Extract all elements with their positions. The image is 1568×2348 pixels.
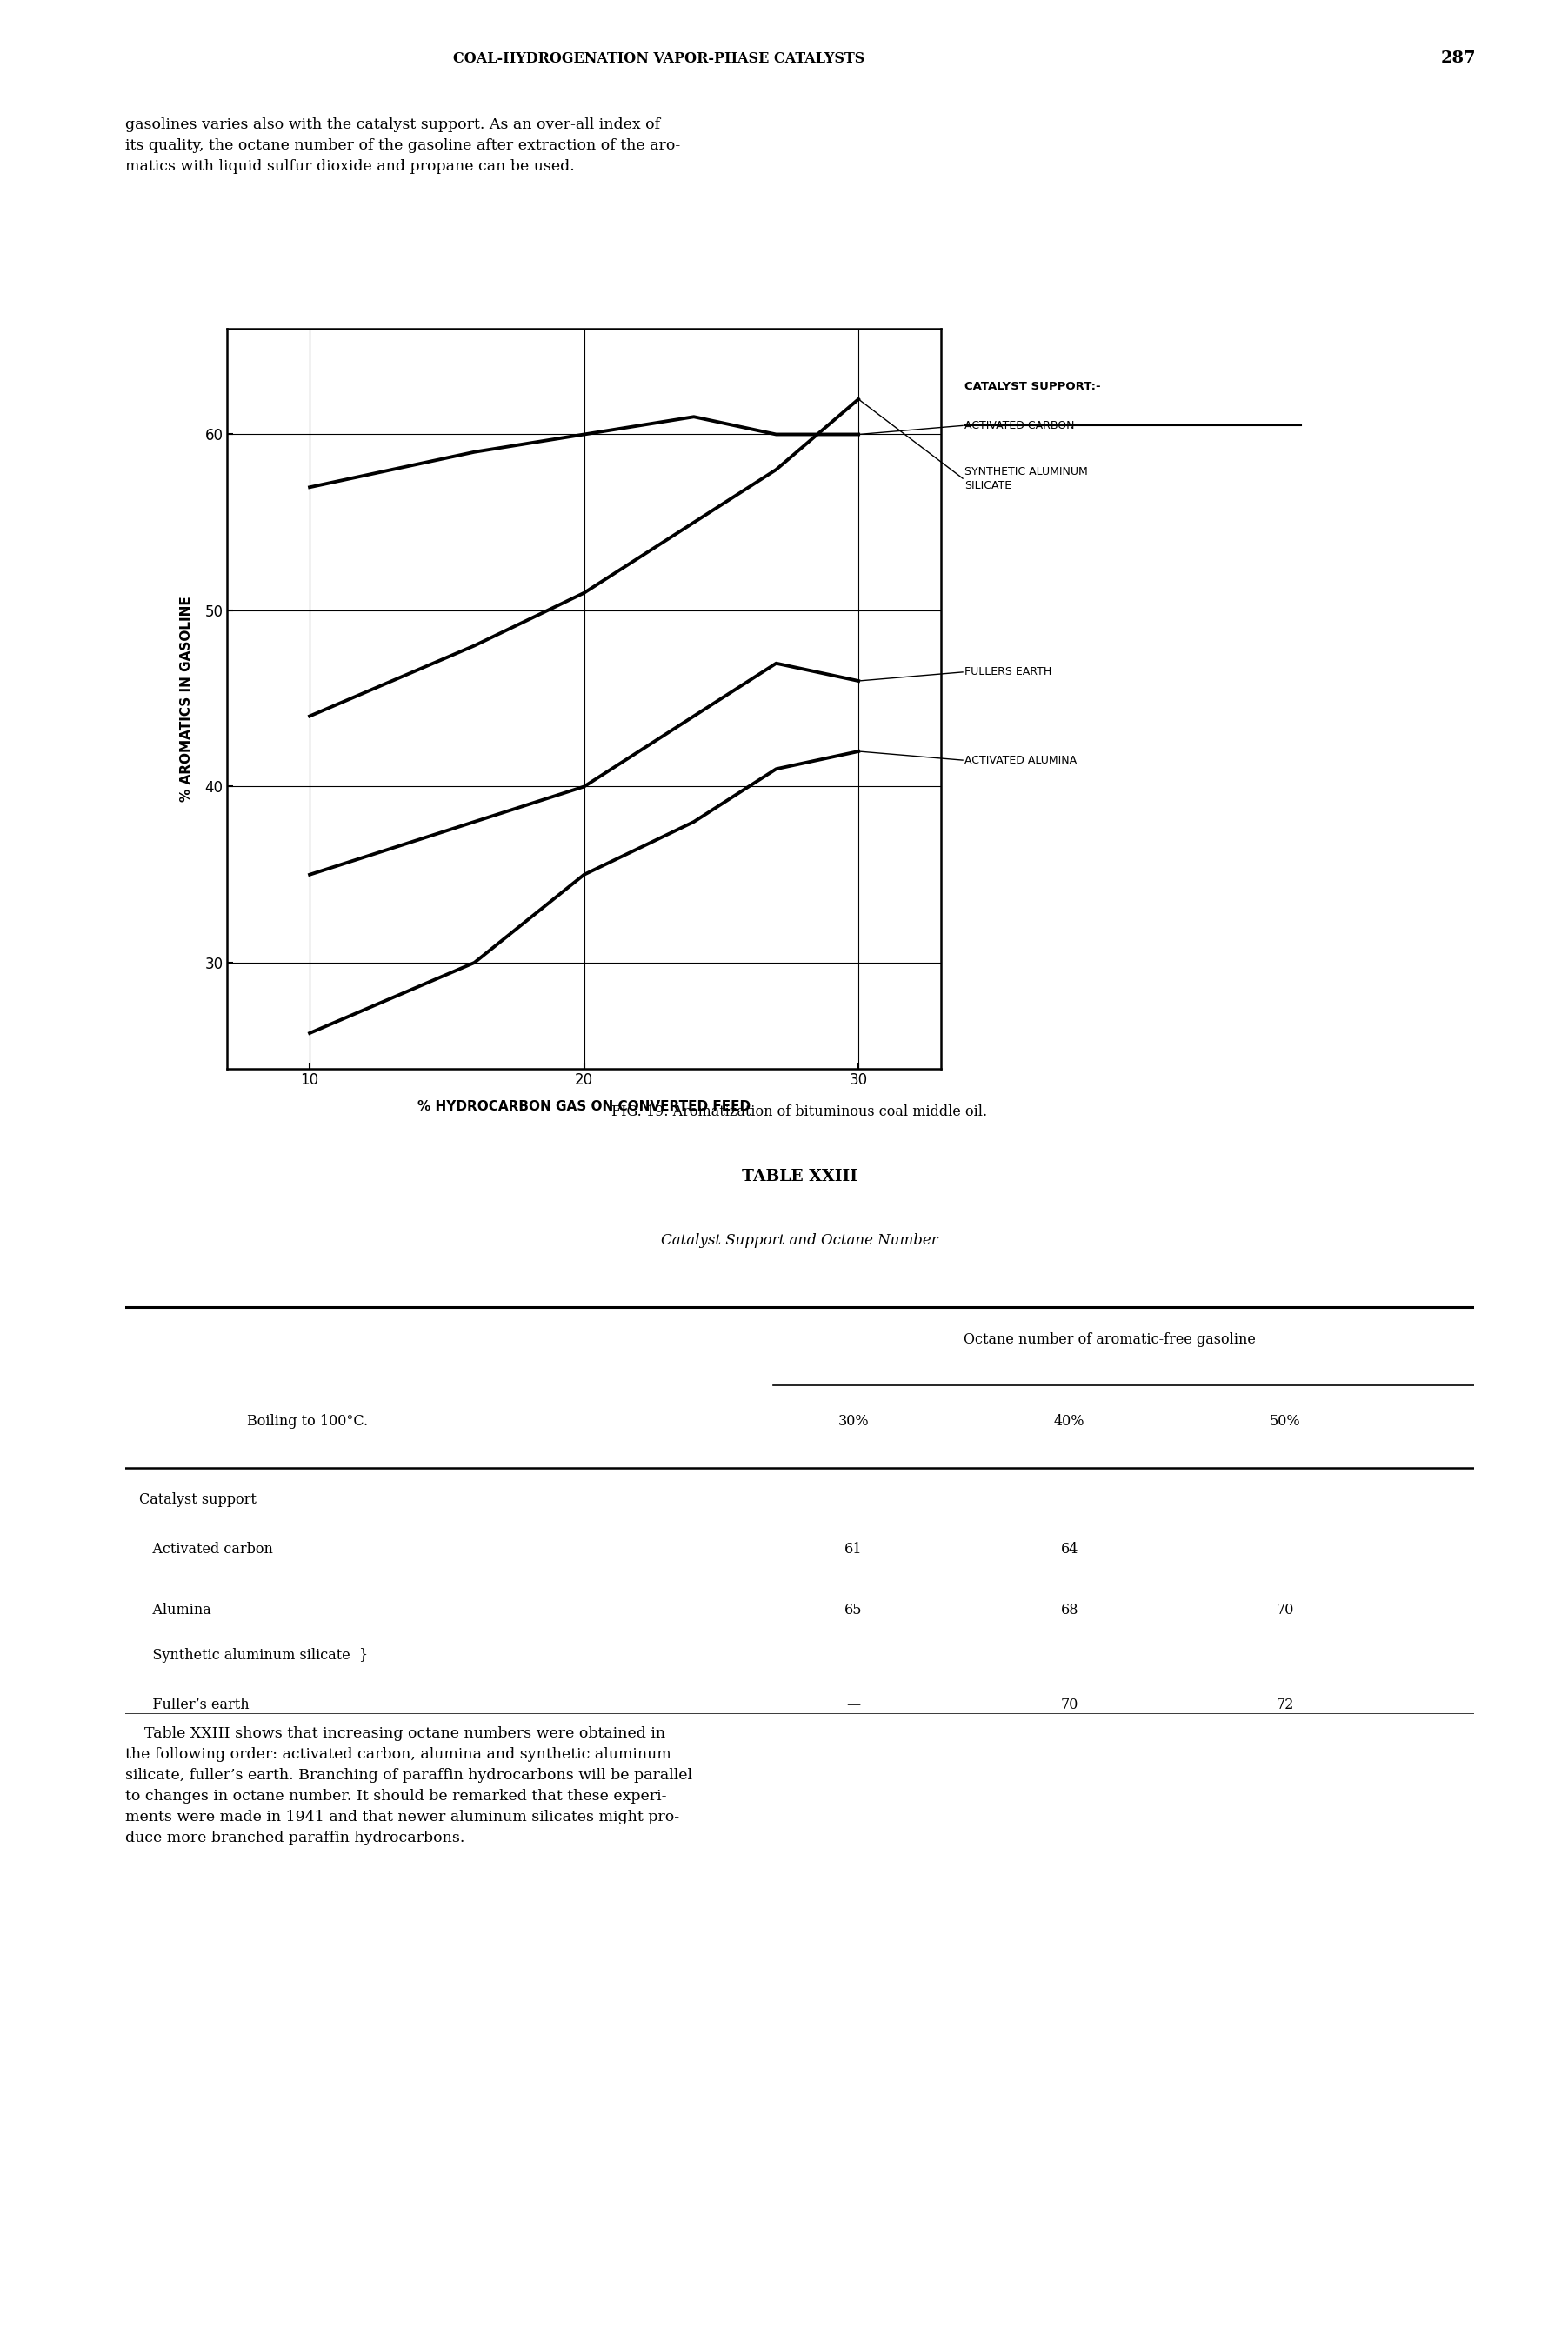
Text: gasolines varies also with the catalyst support. As an over-all index of
its qua: gasolines varies also with the catalyst … [125, 117, 681, 174]
Text: SYNTHETIC ALUMINUM
SILICATE: SYNTHETIC ALUMINUM SILICATE [964, 465, 1088, 491]
Text: 40%: 40% [1054, 1413, 1085, 1430]
Text: Table XXIII shows that increasing octane numbers were obtained in
the following : Table XXIII shows that increasing octane… [125, 1726, 693, 1846]
Text: 72: 72 [1276, 1698, 1294, 1712]
Text: ACTIVATED CARBON: ACTIVATED CARBON [964, 420, 1074, 432]
Text: FIG. 19. Aromatization of bituminous coal middle oil.: FIG. 19. Aromatization of bituminous coa… [612, 1106, 988, 1120]
Text: Fuller’s earth: Fuller’s earth [140, 1698, 249, 1712]
Text: FULLERS EARTH: FULLERS EARTH [964, 667, 1052, 679]
Text: —: — [847, 1698, 861, 1712]
Y-axis label: % AROMATICS IN GASOLINE: % AROMATICS IN GASOLINE [180, 596, 193, 801]
Text: 30%: 30% [839, 1413, 869, 1430]
Text: COAL-HYDROGENATION VAPOR-PHASE CATALYSTS: COAL-HYDROGENATION VAPOR-PHASE CATALYSTS [453, 52, 864, 66]
Text: 65: 65 [845, 1604, 862, 1618]
Text: 64: 64 [1060, 1540, 1079, 1557]
Text: Octane number of aromatic-free gasoline: Octane number of aromatic-free gasoline [964, 1331, 1256, 1348]
Text: 287: 287 [1441, 52, 1475, 66]
Text: 50%: 50% [1270, 1413, 1300, 1430]
Text: TABLE XXIII: TABLE XXIII [742, 1169, 858, 1183]
Text: Synthetic aluminum silicate  }: Synthetic aluminum silicate } [140, 1648, 368, 1662]
Text: Boiling to 100°C.: Boiling to 100°C. [246, 1413, 368, 1430]
Text: 70: 70 [1276, 1604, 1294, 1618]
Text: 68: 68 [1060, 1604, 1079, 1618]
Text: Alumina: Alumina [140, 1604, 210, 1618]
Text: Activated carbon: Activated carbon [140, 1540, 273, 1557]
Text: Catalyst support: Catalyst support [140, 1493, 256, 1507]
Text: Catalyst Support and Octane Number: Catalyst Support and Octane Number [662, 1233, 938, 1249]
Text: ACTIVATED ALUMINA: ACTIVATED ALUMINA [964, 754, 1077, 765]
Text: 70: 70 [1060, 1698, 1079, 1712]
Text: CATALYST SUPPORT:-: CATALYST SUPPORT:- [964, 380, 1101, 392]
X-axis label: % HYDROCARBON GAS ON CONVERTED FEED: % HYDROCARBON GAS ON CONVERTED FEED [417, 1101, 751, 1113]
Text: 61: 61 [845, 1540, 862, 1557]
